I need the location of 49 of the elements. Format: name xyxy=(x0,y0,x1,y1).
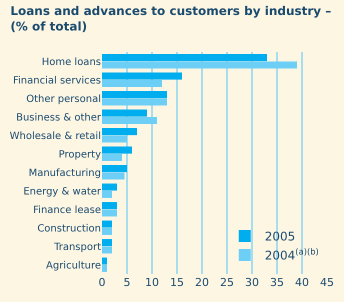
bar xyxy=(102,154,122,161)
y-tick-label: Manufacturing xyxy=(28,168,101,179)
bar xyxy=(102,228,112,235)
x-tick-label: 5 xyxy=(124,276,130,289)
y-tick-label: Finance lease xyxy=(33,204,101,216)
y-tick-label: Agriculture xyxy=(46,260,101,272)
x-tick-label: 40 xyxy=(295,276,309,289)
bar xyxy=(102,98,167,106)
x-tick-label: 0 xyxy=(98,276,106,289)
y-tick-label: Home loans xyxy=(42,56,101,68)
y-tick-label: Construction xyxy=(37,223,101,234)
x-tick-label: 25 xyxy=(220,276,234,289)
bar xyxy=(102,246,112,254)
bar xyxy=(102,110,147,117)
bar xyxy=(102,220,112,228)
x-tick-label: 15 xyxy=(170,276,184,289)
y-tick-label: Energy & water xyxy=(23,186,102,198)
bar xyxy=(102,128,137,136)
bar xyxy=(102,184,117,191)
bar xyxy=(102,202,117,210)
chart-title: Loans and advances to customers by industry – (% of total) xyxy=(10,4,332,34)
x-tick-label: 20 xyxy=(195,276,209,289)
bar xyxy=(102,80,162,87)
bar xyxy=(102,165,127,172)
bar xyxy=(102,54,267,62)
x-tick-label: 35 xyxy=(270,276,284,289)
bar xyxy=(102,264,107,272)
y-tick-label: Wholesale & retail xyxy=(10,130,101,142)
bar xyxy=(102,239,112,246)
bar xyxy=(102,172,124,180)
x-tick-label: 45 xyxy=(320,276,334,289)
x-tick-label: 10 xyxy=(145,276,159,289)
y-tick-label: Transport xyxy=(53,242,102,253)
y-tick-label: Property xyxy=(58,149,102,160)
y-tick-label: Business & other xyxy=(16,112,102,124)
legend-label: 2005 xyxy=(264,230,296,244)
legend-label: 2004$^{(a)(b)}$ xyxy=(264,246,319,263)
bar xyxy=(102,61,297,68)
x-tick-label: 30 xyxy=(245,276,259,289)
bar xyxy=(102,116,157,124)
bar xyxy=(102,190,112,198)
y-tick-label: Financial services xyxy=(13,75,101,86)
bar xyxy=(102,146,132,154)
bar xyxy=(102,72,182,80)
bar xyxy=(102,91,167,98)
y-tick-label: Other personal xyxy=(26,94,101,105)
bar xyxy=(102,209,117,216)
bar xyxy=(102,258,107,265)
bar xyxy=(102,135,127,142)
